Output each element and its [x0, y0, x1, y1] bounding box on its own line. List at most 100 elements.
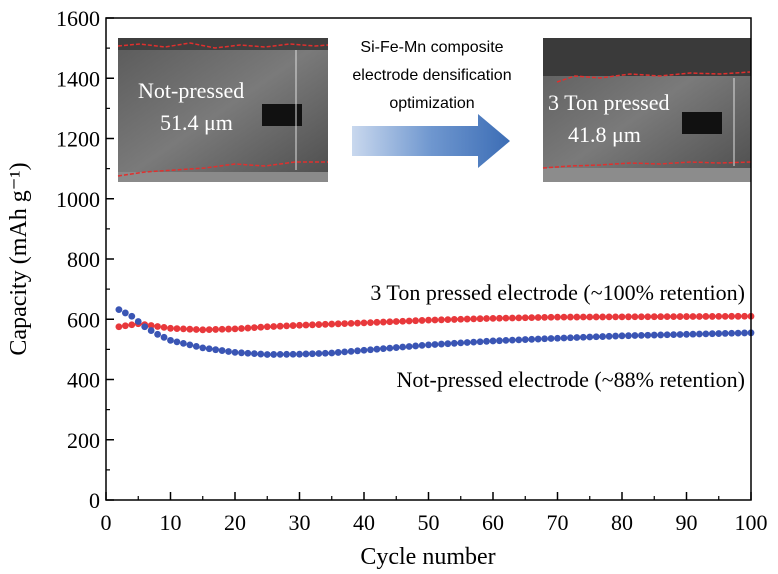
data-point — [741, 329, 748, 337]
data-point — [741, 312, 748, 320]
data-point — [418, 317, 426, 324]
data-point — [496, 337, 503, 345]
data-point — [734, 312, 742, 320]
data-point — [405, 317, 413, 325]
x-tick-label: 60 — [482, 510, 504, 535]
data-point — [425, 341, 432, 349]
data-point — [547, 313, 555, 321]
x-tick-label: 70 — [547, 510, 569, 535]
data-point — [631, 313, 639, 321]
data-point — [173, 338, 181, 346]
data-point — [180, 339, 187, 347]
densification-arrow — [352, 114, 510, 168]
data-point — [483, 337, 490, 345]
data-point — [599, 333, 607, 340]
data-point — [128, 312, 136, 320]
data-point — [444, 340, 452, 348]
data-point — [670, 331, 677, 339]
series-1 — [115, 312, 755, 334]
data-point — [476, 315, 484, 323]
data-point — [399, 317, 407, 325]
data-point — [367, 346, 374, 354]
sem-right-label-2: 41.8 μm — [568, 122, 641, 147]
data-point — [496, 314, 503, 322]
data-point — [541, 335, 548, 343]
data-point — [715, 330, 723, 337]
series-layer — [115, 306, 755, 358]
data-point — [502, 336, 510, 344]
data-point — [721, 312, 729, 320]
sem-left-label-2: 51.4 μm — [160, 110, 233, 135]
data-point — [650, 313, 658, 321]
data-point — [199, 344, 207, 352]
data-point — [605, 313, 613, 321]
data-point — [547, 335, 555, 342]
data-point — [302, 350, 310, 358]
y-tick-label: 1000 — [56, 187, 100, 212]
sem-image-not-pressed: Not-pressed 51.4 μm — [117, 38, 329, 182]
data-point — [612, 313, 619, 321]
data-point — [676, 313, 684, 320]
sem-image-3ton-pressed: 3 Ton pressed 41.8 μm — [542, 38, 752, 182]
data-point — [721, 330, 729, 337]
data-point — [612, 332, 619, 340]
data-point — [418, 341, 426, 349]
data-point — [663, 313, 671, 321]
data-point — [715, 312, 723, 320]
data-point — [567, 334, 574, 342]
data-point — [192, 326, 200, 333]
data-point — [728, 312, 736, 320]
data-point — [334, 349, 342, 356]
data-point — [328, 349, 336, 357]
sem-right-label-1: 3 Ton pressed — [548, 90, 669, 115]
data-point — [128, 321, 136, 329]
data-point — [592, 333, 600, 341]
data-point — [257, 350, 265, 358]
data-point — [263, 323, 271, 331]
data-point — [392, 344, 400, 351]
data-point — [386, 344, 394, 352]
data-point — [560, 313, 568, 321]
data-point — [618, 332, 626, 340]
data-point — [405, 343, 413, 350]
data-point — [560, 334, 568, 342]
data-point — [276, 350, 284, 358]
data-point — [347, 319, 355, 327]
data-point — [379, 345, 387, 353]
data-point — [412, 342, 419, 350]
data-point — [392, 318, 400, 325]
sem-left-label-1: Not-pressed — [138, 78, 244, 103]
x-tick-label: 100 — [735, 510, 768, 535]
data-point — [521, 336, 529, 343]
data-point — [121, 309, 129, 317]
data-point — [167, 336, 174, 344]
data-point — [696, 313, 703, 320]
data-point — [676, 331, 684, 338]
data-point — [360, 346, 368, 354]
data-point — [321, 349, 329, 357]
data-point — [702, 330, 710, 338]
data-point — [579, 313, 587, 321]
data-point — [683, 313, 690, 320]
data-point — [650, 331, 658, 339]
data-point — [134, 318, 142, 325]
y-tick-label: 800 — [67, 247, 100, 272]
data-point — [554, 313, 561, 321]
data-point — [399, 343, 407, 351]
data-point — [315, 350, 323, 357]
data-point — [238, 349, 245, 357]
data-point — [354, 319, 361, 327]
data-point — [618, 313, 626, 321]
arrow-caption-line-1: Si-Fe-Mn composite — [360, 39, 503, 56]
y-axis-title: Capacity (mAh g⁻¹) — [6, 162, 32, 355]
data-point — [708, 330, 716, 338]
y-tick-label: 200 — [67, 428, 100, 453]
data-point — [450, 339, 458, 347]
notpressed-series-label: Not-pressed electrode (~88% retention) — [397, 367, 746, 392]
data-point — [425, 316, 432, 324]
data-point — [637, 313, 645, 321]
data-point — [696, 330, 703, 338]
x-tick-label: 10 — [160, 510, 182, 535]
data-point — [347, 347, 355, 355]
